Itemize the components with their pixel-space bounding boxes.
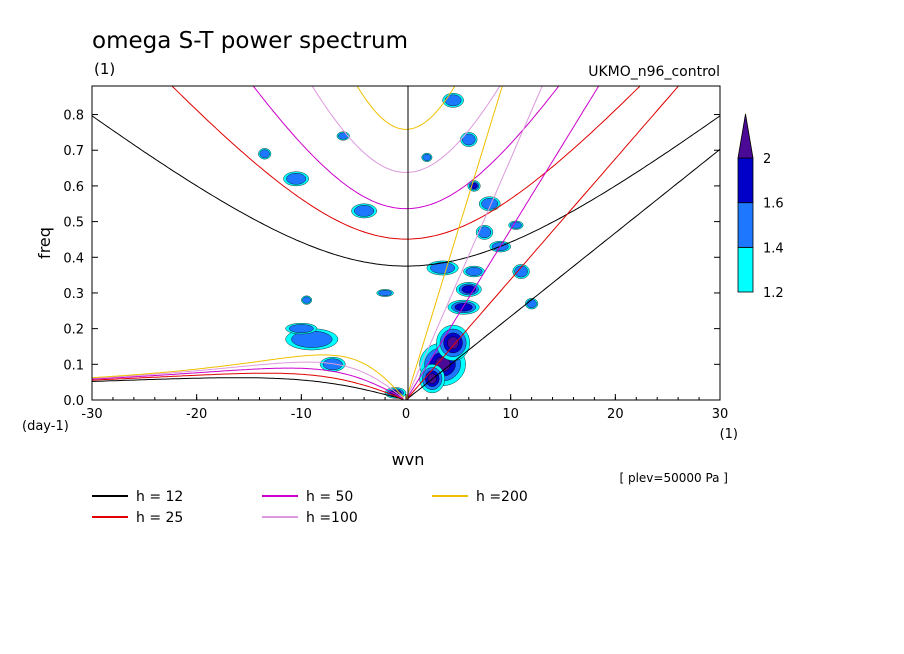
- x-tick-label: 0: [402, 407, 410, 422]
- chart-title: omega S-T power spectrum: [92, 28, 408, 54]
- power-patch: [444, 94, 462, 107]
- y-axis-units: (day-1): [22, 419, 69, 434]
- chart-subtitle-units: (1): [94, 60, 115, 78]
- power-patch: [422, 153, 432, 161]
- legend-label: h = 12: [136, 489, 183, 505]
- x-tick-label: -20: [186, 407, 207, 422]
- y-tick-label: 0.1: [63, 358, 84, 373]
- x-tick-label: 20: [607, 407, 624, 422]
- power-patch: [286, 172, 307, 185]
- power-patch: [465, 267, 483, 276]
- power-patch: [447, 336, 459, 350]
- power-patch: [322, 358, 343, 371]
- pressure-level-annotation: [ plev=50000 Pa ]: [619, 471, 728, 485]
- x-axis-units: (1): [720, 427, 738, 442]
- y-tick-label: 0.5: [63, 216, 84, 231]
- colorbar-segment: [737, 157, 754, 204]
- colorbar-extend-arrow: [737, 113, 754, 159]
- y-tick-label: 0.6: [63, 180, 84, 195]
- colorbar-segment: [737, 202, 754, 248]
- y-tick-label: 0.8: [63, 109, 84, 124]
- power-patch: [338, 132, 349, 140]
- power-contours: [258, 93, 539, 399]
- power-patch: [378, 290, 392, 297]
- y-tick-label: 0.2: [63, 323, 84, 338]
- y-axis-label: freq: [35, 227, 54, 259]
- power-patch: [477, 226, 492, 239]
- plot-frame: [91, 85, 721, 401]
- legend-label: h =100: [306, 510, 358, 526]
- dispersion-curve: [92, 354, 404, 398]
- x-tick-label: 10: [502, 407, 519, 422]
- dispersion-curve: [405, 148, 720, 400]
- y-tick-label: 0.7: [63, 144, 84, 159]
- dispersion-curve: [92, 361, 404, 399]
- power-patch: [302, 296, 311, 304]
- power-patch: [454, 303, 473, 312]
- colorbar: 1.2 1.4 1.6 2: [737, 113, 784, 301]
- legend: h = 12 h = 25 h = 50 h =100 h =200: [92, 489, 528, 526]
- colorbar-label: 1.4: [763, 241, 784, 256]
- dispersion-curve: [92, 372, 404, 400]
- dispersion-curve: [405, 86, 503, 400]
- dispersion-curves: [92, 86, 720, 400]
- dispersion-curve: [405, 86, 680, 400]
- x-axis-label: wvn: [392, 450, 425, 469]
- power-patch: [481, 197, 499, 210]
- y-tick-label: 0.4: [63, 251, 84, 266]
- dispersion-curve: [356, 86, 456, 130]
- legend-label: h =200: [476, 489, 528, 505]
- dispersion-curve: [92, 367, 404, 400]
- y-tick-label: 0.0: [63, 394, 84, 409]
- power-patch: [510, 221, 522, 229]
- dispersion-curve: [405, 86, 543, 400]
- dispersion-curve: [171, 86, 641, 240]
- legend-label: h = 25: [136, 510, 183, 526]
- colorbar-label: 1.2: [763, 286, 784, 301]
- dispersion-curve: [252, 86, 560, 210]
- power-patch: [514, 265, 528, 278]
- power-patch: [288, 324, 314, 333]
- power-patch: [354, 205, 375, 217]
- dispersion-curve: [311, 86, 501, 173]
- colorbar-label: 1.6: [763, 197, 784, 212]
- colorbar-segment: [737, 246, 754, 293]
- x-tick-label: -30: [81, 407, 102, 422]
- chart-subtitle-model: UKMO_n96_control: [588, 64, 720, 80]
- x-axis: -30 -20 -10 0 10 20 30: [81, 394, 728, 422]
- colorbar-label: 2: [763, 152, 771, 167]
- power-patch: [526, 299, 537, 309]
- power-patch: [462, 133, 476, 146]
- dispersion-curve: [92, 115, 720, 267]
- x-tick-label: 30: [712, 407, 729, 422]
- y-tick-label: 0.3: [63, 287, 84, 302]
- legend-label: h = 50: [306, 489, 353, 505]
- dispersion-curve: [92, 377, 404, 400]
- dispersion-curve: [405, 86, 600, 400]
- y-axis: 0.0 0.1 0.2 0.3 0.4 0.5 0.6 0.7 0.8: [63, 109, 720, 409]
- x-tick-label: -10: [291, 407, 312, 422]
- power-patch: [259, 149, 270, 159]
